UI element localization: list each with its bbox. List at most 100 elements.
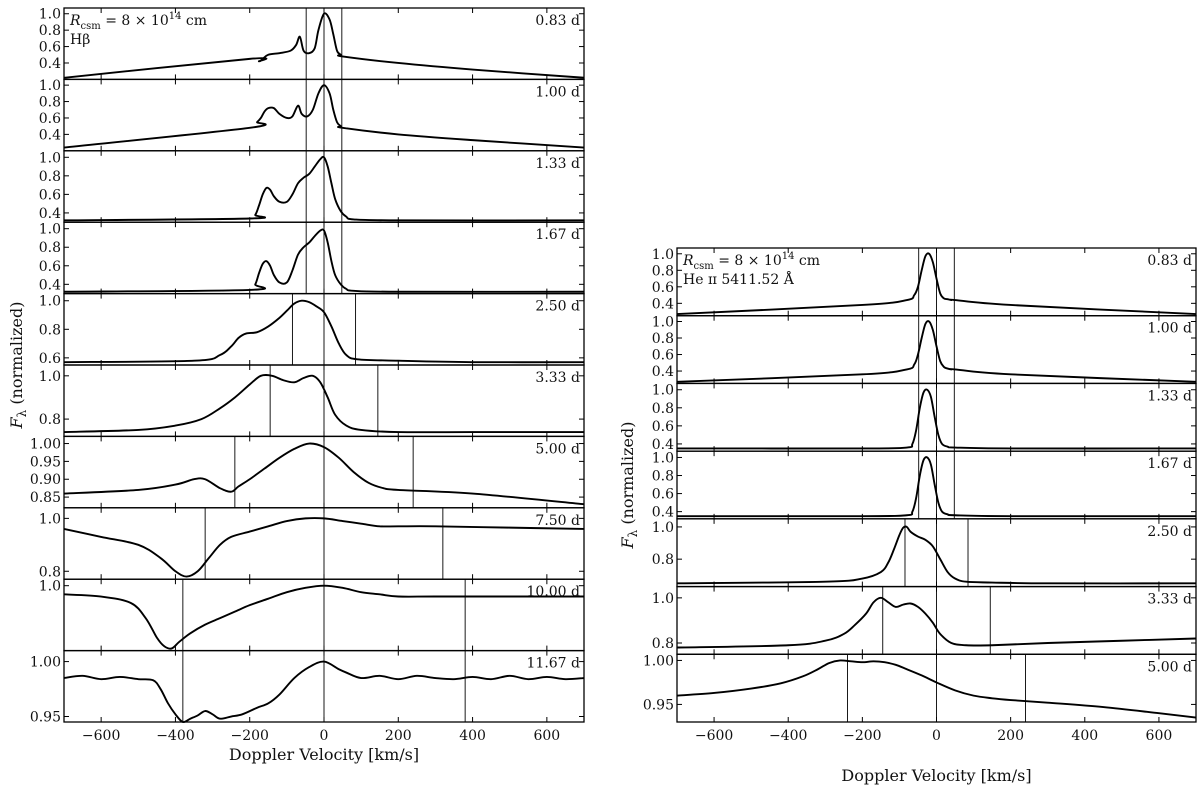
line-profile-curve xyxy=(676,525,1197,585)
y-tick-label: 0.8 xyxy=(39,95,61,111)
y-tick-label: 1.0 xyxy=(39,294,61,310)
epoch-label: 2.50 d xyxy=(535,299,580,315)
y-tick-label: 1.0 xyxy=(39,222,61,238)
y-tick-label: 0.8 xyxy=(652,331,674,347)
x-tick-label: −200 xyxy=(230,728,268,744)
epoch-label: 5.00 d xyxy=(535,441,580,457)
panel-1: 0.40.60.81.0 1.00 d xyxy=(39,78,585,152)
line-profile-curve xyxy=(676,320,1197,383)
y-tick-label: 1.0 xyxy=(39,150,61,166)
line-profile-curve xyxy=(676,456,1197,518)
panel-4: 0.8 1.0 2.50 d xyxy=(652,518,1197,588)
line-profile-curve xyxy=(63,584,584,650)
line-profile-curve xyxy=(63,155,585,222)
y-tick-label: 1.0 xyxy=(39,511,61,527)
y-tick-label: 1.0 xyxy=(652,383,674,399)
line-profile-curve xyxy=(676,596,1197,649)
y-tick-label: 1.0 xyxy=(39,78,61,94)
y-tick-label: 0.4 xyxy=(39,206,61,222)
heii-chart: 0.40.60.81.0 0.83 d0.40.60.81.0 1.00 d0.40… xyxy=(618,247,1197,785)
y-tick-label: 0.4 xyxy=(652,296,674,312)
y-axis-title: Fλ (normalized) xyxy=(618,422,640,550)
line-profile-curve xyxy=(676,388,1197,450)
y-tick-label: 1.0 xyxy=(652,591,674,607)
x-tick-label: −600 xyxy=(695,728,733,744)
x-tick-label: 200 xyxy=(385,728,412,744)
x-tick-label: 400 xyxy=(1071,728,1098,744)
panel-3: 0.4 0.6 0.8 1.0 1.67 d xyxy=(652,450,1197,521)
y-tick-label: 0.8 xyxy=(39,322,61,338)
panel-2: 0.4 0.6 0.8 1.0 1.33 d xyxy=(652,383,1197,453)
y-tick-label: 0.90 xyxy=(30,472,61,488)
panel-5: 0.8 1.0 3.33 d xyxy=(652,585,1197,655)
x-tick-label: −200 xyxy=(843,728,881,744)
y-axis-title: Fλ (normalized) xyxy=(7,302,29,430)
y-tick-label: 0.4 xyxy=(652,505,674,521)
x-tick-label: 0 xyxy=(932,728,941,744)
x-axis-title: Doppler Velocity [km/s] xyxy=(841,766,1031,785)
line-annotation: Hβ xyxy=(70,32,90,48)
y-tick-label: 0.4 xyxy=(39,277,61,293)
y-tick-label: 0.6 xyxy=(39,40,61,56)
epoch-label: 2.50 d xyxy=(1147,524,1192,540)
y-tick-label: 1.0 xyxy=(652,520,674,536)
y-tick-label: 0.6 xyxy=(652,487,674,503)
line-profile-curve xyxy=(63,84,585,149)
y-tick-label: 0.6 xyxy=(39,351,61,367)
y-tick-label: 0.8 xyxy=(652,263,674,279)
radius-annotation: Rcsm = 8 × 1014 cm xyxy=(69,11,207,32)
y-tick-label: 0.6 xyxy=(652,348,674,364)
y-tick-label: 0.6 xyxy=(39,187,61,203)
line-profile-curve xyxy=(63,374,584,434)
epoch-label: 1.67 d xyxy=(1147,456,1192,472)
panel-2: 0.4 0.6 0.8 1.0 1.33 d xyxy=(39,150,585,223)
line-profile-curve xyxy=(63,299,585,364)
line-profile-curve xyxy=(676,252,1197,316)
line-profile-curve xyxy=(63,517,585,578)
line-profile-curve xyxy=(63,12,585,79)
x-tick-label: 600 xyxy=(1146,728,1173,744)
y-tick-label: 0.95 xyxy=(30,710,61,726)
y-tick-label: 0.8 xyxy=(39,23,61,39)
y-tick-label: 1.0 xyxy=(652,450,674,466)
epoch-label: 1.33 d xyxy=(1147,388,1192,404)
line-profile-curve xyxy=(676,659,1197,719)
y-tick-label: 0.6 xyxy=(652,419,674,435)
x-tick-label: −600 xyxy=(82,728,120,744)
y-tick-label: 1.0 xyxy=(652,314,674,330)
epoch-label: 1.67 d xyxy=(535,227,580,243)
y-tick-label: 0.8 xyxy=(652,552,674,568)
y-tick-label: 0.4 xyxy=(39,56,61,72)
y-tick-label: 1.0 xyxy=(39,369,61,385)
epoch-label: 10.00 d xyxy=(527,584,581,600)
x-tick-label: −400 xyxy=(156,728,194,744)
line-profile-curve xyxy=(63,660,585,724)
y-tick-label: 0.4 xyxy=(39,127,61,143)
y-tick-label: 1.0 xyxy=(39,579,61,595)
y-tick-label: 1.00 xyxy=(643,653,674,669)
y-tick-label: 0.85 xyxy=(30,490,61,506)
x-tick-label: 200 xyxy=(997,728,1024,744)
y-tick-label: 0.6 xyxy=(652,280,674,296)
epoch-label: 0.83 d xyxy=(535,13,580,29)
y-tick-label: 0.8 xyxy=(652,636,674,652)
y-tick-label: 0.8 xyxy=(39,412,61,428)
epoch-label: 1.00 d xyxy=(1147,321,1192,337)
y-tick-label: 0.6 xyxy=(39,259,61,275)
y-tick-label: 0.95 xyxy=(30,454,61,470)
panel-6: 0.95 1.00 5.00 d xyxy=(643,653,1197,723)
panel-6: 0.85 0.90 0.951.00 5.00 d xyxy=(30,435,585,509)
y-tick-label: 0.4 xyxy=(652,437,674,453)
y-tick-label: 1.0 xyxy=(652,247,674,263)
line-profile-curve xyxy=(63,228,585,293)
epoch-label: 1.00 d xyxy=(535,84,580,100)
hbeta-chart: 0.40.60.81.0 0.83 d0.40.60.81.0 1.00 d0.40… xyxy=(7,7,585,764)
y-tick-label: 0.6 xyxy=(39,111,61,127)
y-tick-label: 0.8 xyxy=(652,401,674,417)
panel-4: 0.6 0.8 1.0 2.50 d xyxy=(39,292,585,367)
x-axis-title: Doppler Velocity [km/s] xyxy=(229,745,419,764)
y-tick-label: 0.4 xyxy=(652,364,674,380)
y-tick-label: 1.00 xyxy=(30,437,61,453)
panel-1: 0.40.60.81.0 1.00 d xyxy=(652,314,1197,385)
